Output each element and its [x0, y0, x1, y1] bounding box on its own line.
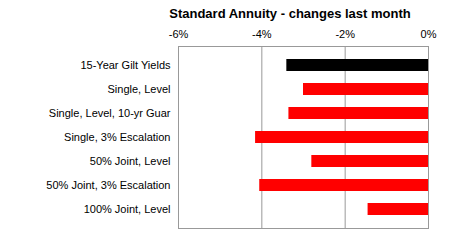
svg-text:Single, Level: Single, Level [108, 83, 171, 95]
svg-text:Single, 3% Escalation: Single, 3% Escalation [64, 131, 170, 143]
svg-text:50% Joint, Level: 50% Joint, Level [90, 155, 171, 167]
svg-text:-2%: -2% [335, 28, 355, 40]
svg-text:-6%: -6% [169, 28, 189, 40]
svg-text:100% Joint, Level: 100% Joint, Level [84, 203, 171, 215]
svg-text:0%: 0% [421, 28, 437, 40]
svg-text:Single, Level, 10-yr Guar: Single, Level, 10-yr Guar [49, 107, 171, 119]
svg-text:50% Joint, 3% Escalation: 50% Joint, 3% Escalation [46, 179, 170, 191]
svg-text:-4%: -4% [252, 28, 272, 40]
svg-text:15-Year Gilt Yields: 15-Year Gilt Yields [80, 59, 171, 71]
html-text:Standard Annuity - changes las: Standard Annuity - changes last month [169, 6, 411, 21]
